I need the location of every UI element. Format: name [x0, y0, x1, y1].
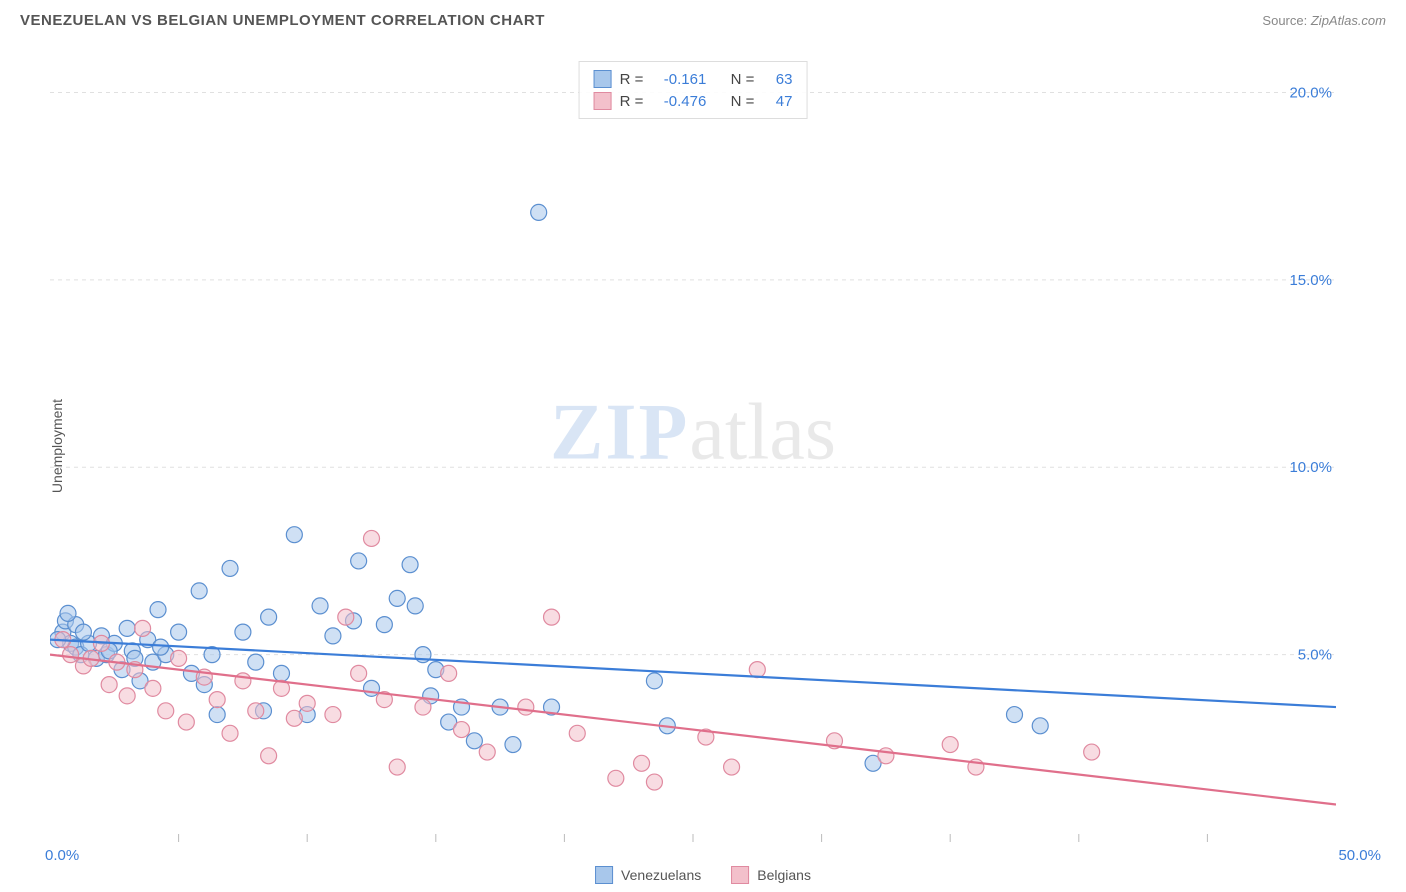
data-point: [518, 699, 534, 715]
legend-swatch: [594, 92, 612, 110]
data-point: [145, 680, 161, 696]
data-point: [261, 748, 277, 764]
data-point: [338, 609, 354, 625]
data-point: [312, 598, 328, 614]
page-title: VENEZUELAN VS BELGIAN UNEMPLOYMENT CORRE…: [20, 12, 545, 29]
data-point: [135, 620, 151, 636]
x-axis-max-label: 50.0%: [1338, 847, 1381, 864]
data-point: [222, 560, 238, 576]
n-label: N =: [731, 71, 755, 88]
series-legend: Venezuelans Belgians: [595, 866, 811, 884]
data-point: [286, 527, 302, 543]
data-point: [150, 602, 166, 618]
x-axis-min-label: 0.0%: [45, 847, 79, 864]
data-point: [191, 583, 207, 599]
data-point: [531, 204, 547, 220]
data-point: [171, 650, 187, 666]
legend-series-name: Venezuelans: [621, 867, 701, 883]
data-point: [351, 553, 367, 569]
data-point: [209, 707, 225, 723]
data-point: [389, 590, 405, 606]
legend-series-item: Venezuelans: [595, 866, 701, 884]
data-point: [209, 692, 225, 708]
source-prefix: Source:: [1262, 13, 1307, 28]
data-point: [119, 688, 135, 704]
data-point: [222, 725, 238, 741]
data-point: [569, 725, 585, 741]
data-point: [942, 737, 958, 753]
r-value: -0.161: [651, 71, 706, 88]
data-point: [1084, 744, 1100, 760]
data-point: [749, 662, 765, 678]
data-point: [364, 680, 380, 696]
data-point: [248, 703, 264, 719]
y-tick-label: 5.0%: [1298, 647, 1332, 664]
data-point: [646, 673, 662, 689]
data-point: [119, 620, 135, 636]
data-point: [101, 677, 117, 693]
data-point: [261, 609, 277, 625]
scatter-chart: 5.0% 10.0% 15.0% 20.0%: [50, 55, 1336, 842]
data-point: [389, 759, 405, 775]
data-point: [171, 624, 187, 640]
data-point: [1032, 718, 1048, 734]
legend-swatch: [731, 866, 749, 884]
data-point: [235, 624, 251, 640]
data-point: [415, 699, 431, 715]
trend-line: [50, 655, 1336, 805]
n-label: N =: [731, 93, 755, 110]
chart-area: 5.0%10.0%15.0%20.0% ZIPatlas R =-0.161 N…: [50, 55, 1336, 842]
legend-series-item: Belgians: [731, 866, 811, 884]
legend-series-name: Belgians: [757, 867, 811, 883]
data-point: [235, 673, 251, 689]
data-point: [634, 755, 650, 771]
data-point: [466, 733, 482, 749]
data-point: [273, 665, 289, 681]
correlation-legend: R = -0.161 N = 63 R = -0.476 N = 47: [579, 61, 808, 119]
y-tick-label: 15.0%: [1289, 272, 1332, 289]
data-point: [544, 609, 560, 625]
data-point: [724, 759, 740, 775]
data-point: [441, 665, 457, 681]
r-label: R =: [620, 71, 644, 88]
legend-swatch: [594, 70, 612, 88]
y-tick-label: 20.0%: [1289, 84, 1332, 101]
data-point: [1007, 707, 1023, 723]
data-point: [248, 654, 264, 670]
data-point: [325, 628, 341, 644]
legend-swatch: [595, 866, 613, 884]
data-point: [351, 665, 367, 681]
r-label: R =: [620, 93, 644, 110]
data-point: [608, 770, 624, 786]
data-point: [479, 744, 495, 760]
source-name: ZipAtlas.com: [1311, 13, 1386, 28]
data-point: [158, 703, 174, 719]
y-tick-label: 10.0%: [1289, 459, 1332, 476]
data-point: [178, 714, 194, 730]
data-point: [286, 710, 302, 726]
legend-stat-row: R = -0.161 N = 63: [594, 68, 793, 90]
data-point: [407, 598, 423, 614]
data-point: [454, 722, 470, 738]
data-point: [153, 639, 169, 655]
data-point: [75, 624, 91, 640]
n-value: 63: [762, 71, 792, 88]
data-point: [376, 617, 392, 633]
source-attribution: Source: ZipAtlas.com: [1262, 13, 1386, 28]
data-point: [878, 748, 894, 764]
data-point: [325, 707, 341, 723]
r-value: -0.476: [651, 93, 706, 110]
data-point: [364, 530, 380, 546]
data-point: [299, 695, 315, 711]
legend-stat-row: R = -0.476 N = 47: [594, 90, 793, 112]
data-point: [505, 737, 521, 753]
data-point: [402, 557, 418, 573]
data-point: [60, 605, 76, 621]
n-value: 47: [762, 93, 792, 110]
data-point: [646, 774, 662, 790]
data-point: [63, 647, 79, 663]
